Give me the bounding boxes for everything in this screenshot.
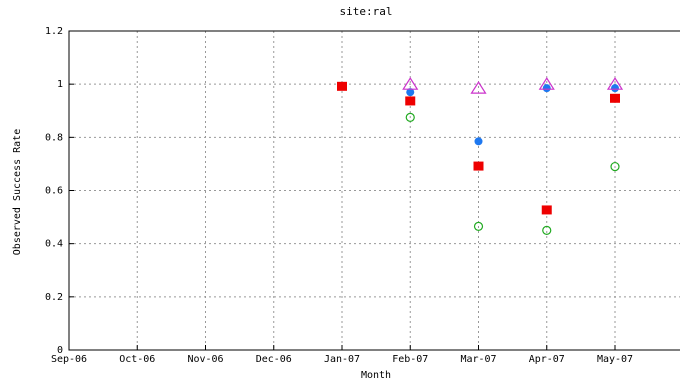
y-tick-label: 0.4: [45, 239, 63, 250]
x-tick-label: May-07: [597, 354, 633, 365]
chart-title: site:ral: [340, 5, 393, 18]
data-point-triangle: [470, 81, 487, 94]
data-point-square: [337, 81, 347, 91]
y-tick-label: 0.2: [45, 292, 63, 303]
x-tick-label: Feb-07: [392, 354, 428, 365]
data-point-open-circle: [473, 221, 484, 231]
data-point-square: [405, 96, 416, 106]
data-point-triangle: [538, 77, 555, 90]
data-point-circle: [406, 88, 415, 97]
x-tick-label: Mar-07: [460, 354, 496, 365]
data-point-circle: [611, 84, 619, 93]
data-point-open-circle: [405, 112, 415, 122]
x-tick-label: Apr-07: [529, 354, 565, 365]
x-tick-label: Nov-06: [187, 354, 223, 365]
x-tick-label: Oct-06: [119, 354, 155, 365]
y-axis-ticks: 0 0.2 0.4 0.6 0.8 1 1.2: [45, 26, 74, 356]
data-point-square: [610, 93, 620, 103]
data-point-circle: [542, 84, 551, 93]
x-tick-label: Dec-06: [256, 354, 292, 365]
data-point-square: [541, 205, 552, 215]
data-point-open-circle: [610, 161, 620, 172]
grid: [69, 31, 680, 350]
y-tick-label: 0.8: [45, 132, 63, 143]
data-point-square: [473, 161, 484, 171]
y-axis-label: Observed Success Rate: [12, 129, 23, 255]
y-tick-label: 1.2: [45, 26, 63, 37]
data-point-triangle: [402, 77, 419, 90]
y-tick-label: 0.6: [45, 186, 63, 197]
y-tick-label: 1: [57, 79, 63, 90]
x-tick-label: Jan-07: [324, 354, 360, 365]
x-tick-label: Sep-06: [51, 354, 87, 365]
data-marks: [337, 77, 624, 235]
y-tick-label: 0: [57, 345, 63, 356]
x-axis-ticks: Sep-06 Oct-06 Nov-06 Dec-06 Jan-07 Feb-07 Mar-…: [51, 345, 633, 365]
data-point-open-circle: [542, 225, 552, 235]
x-axis-label: Month: [361, 370, 391, 381]
data-point-triangle: [606, 77, 624, 90]
data-point-circle: [474, 137, 483, 146]
